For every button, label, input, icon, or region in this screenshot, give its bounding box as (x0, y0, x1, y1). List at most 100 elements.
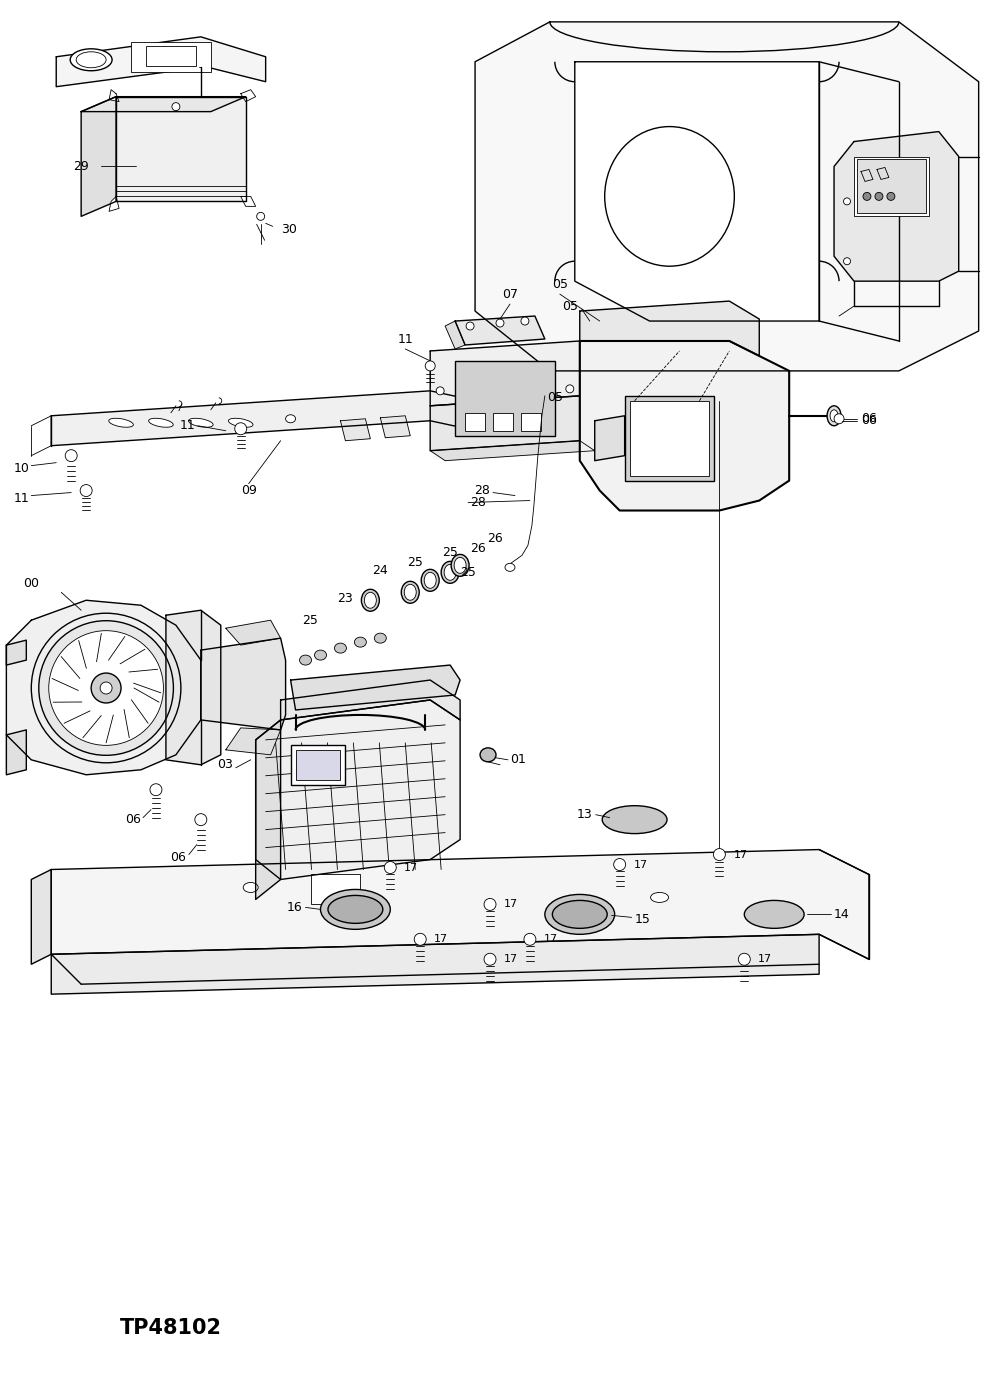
Ellipse shape (150, 784, 162, 796)
Ellipse shape (833, 414, 843, 424)
Ellipse shape (424, 361, 434, 371)
Ellipse shape (450, 554, 468, 576)
Text: 23: 23 (337, 591, 353, 605)
Ellipse shape (826, 406, 840, 425)
Polygon shape (226, 620, 280, 645)
Bar (131, 42, 211, 72)
Ellipse shape (601, 806, 666, 834)
Ellipse shape (420, 569, 438, 591)
Text: 17: 17 (404, 863, 417, 873)
Ellipse shape (843, 198, 850, 205)
Text: 17: 17 (733, 849, 746, 860)
Ellipse shape (453, 557, 465, 573)
Polygon shape (6, 730, 26, 774)
Text: 17: 17 (504, 954, 518, 964)
Ellipse shape (229, 418, 252, 427)
Text: 24: 24 (372, 564, 388, 576)
Polygon shape (226, 729, 280, 755)
Ellipse shape (188, 418, 213, 427)
Text: 11: 11 (180, 420, 196, 432)
Ellipse shape (361, 589, 379, 611)
Ellipse shape (108, 418, 133, 427)
Ellipse shape (886, 193, 894, 201)
Ellipse shape (414, 933, 425, 946)
Polygon shape (255, 699, 459, 879)
Ellipse shape (100, 681, 112, 694)
Ellipse shape (744, 900, 803, 928)
Polygon shape (241, 90, 255, 101)
Ellipse shape (404, 584, 415, 600)
Polygon shape (429, 396, 580, 450)
Ellipse shape (521, 317, 529, 325)
Text: 26: 26 (470, 542, 485, 555)
Text: 17: 17 (633, 860, 647, 870)
Polygon shape (52, 935, 818, 994)
Text: 28: 28 (474, 485, 489, 497)
Ellipse shape (650, 892, 668, 903)
Ellipse shape (443, 564, 455, 580)
Text: 06: 06 (125, 813, 141, 825)
Ellipse shape (604, 126, 734, 266)
Text: 17: 17 (433, 935, 448, 945)
Polygon shape (429, 341, 580, 406)
Ellipse shape (401, 582, 418, 604)
Bar (853, 157, 927, 216)
Text: 30: 30 (280, 223, 296, 235)
Text: 05: 05 (547, 391, 563, 404)
Text: 16: 16 (286, 900, 302, 914)
Ellipse shape (172, 102, 180, 111)
Text: 25: 25 (407, 555, 422, 569)
Polygon shape (166, 611, 221, 765)
Ellipse shape (320, 889, 390, 929)
Ellipse shape (495, 319, 504, 327)
Polygon shape (52, 391, 500, 446)
Ellipse shape (77, 51, 106, 68)
Ellipse shape (66, 450, 78, 461)
Text: 06: 06 (860, 413, 876, 425)
Polygon shape (241, 197, 255, 206)
Text: 07: 07 (501, 288, 518, 301)
Text: 11: 11 (14, 492, 29, 506)
Polygon shape (594, 416, 624, 461)
Polygon shape (860, 169, 872, 181)
Ellipse shape (738, 953, 749, 965)
Polygon shape (82, 97, 116, 216)
Ellipse shape (148, 418, 173, 427)
Polygon shape (6, 600, 201, 774)
Bar (290, 745, 345, 785)
Polygon shape (444, 321, 464, 349)
Polygon shape (429, 440, 594, 461)
Ellipse shape (314, 650, 326, 661)
Text: 03: 03 (217, 759, 233, 771)
Text: TP48102: TP48102 (120, 1319, 222, 1338)
Ellipse shape (364, 593, 376, 608)
Text: 14: 14 (833, 909, 849, 921)
Ellipse shape (235, 422, 247, 435)
Ellipse shape (465, 323, 473, 330)
Text: 05: 05 (552, 278, 568, 291)
Ellipse shape (566, 385, 574, 393)
Polygon shape (201, 638, 285, 730)
Polygon shape (340, 418, 370, 440)
Text: 09: 09 (241, 485, 256, 497)
Ellipse shape (483, 899, 495, 910)
Text: 05: 05 (562, 299, 578, 313)
Ellipse shape (256, 212, 264, 220)
Polygon shape (109, 90, 119, 101)
Bar (146, 46, 196, 65)
Polygon shape (82, 97, 246, 112)
Polygon shape (575, 62, 818, 321)
Ellipse shape (862, 193, 870, 201)
Text: 06: 06 (860, 414, 876, 427)
Bar (310, 874, 360, 904)
Ellipse shape (874, 193, 882, 201)
Ellipse shape (829, 410, 837, 422)
Ellipse shape (483, 953, 495, 965)
Ellipse shape (81, 485, 92, 497)
Polygon shape (580, 341, 788, 511)
Polygon shape (116, 97, 246, 201)
Polygon shape (474, 22, 978, 371)
Text: 10: 10 (14, 463, 29, 475)
Ellipse shape (524, 933, 536, 946)
Ellipse shape (435, 386, 443, 395)
